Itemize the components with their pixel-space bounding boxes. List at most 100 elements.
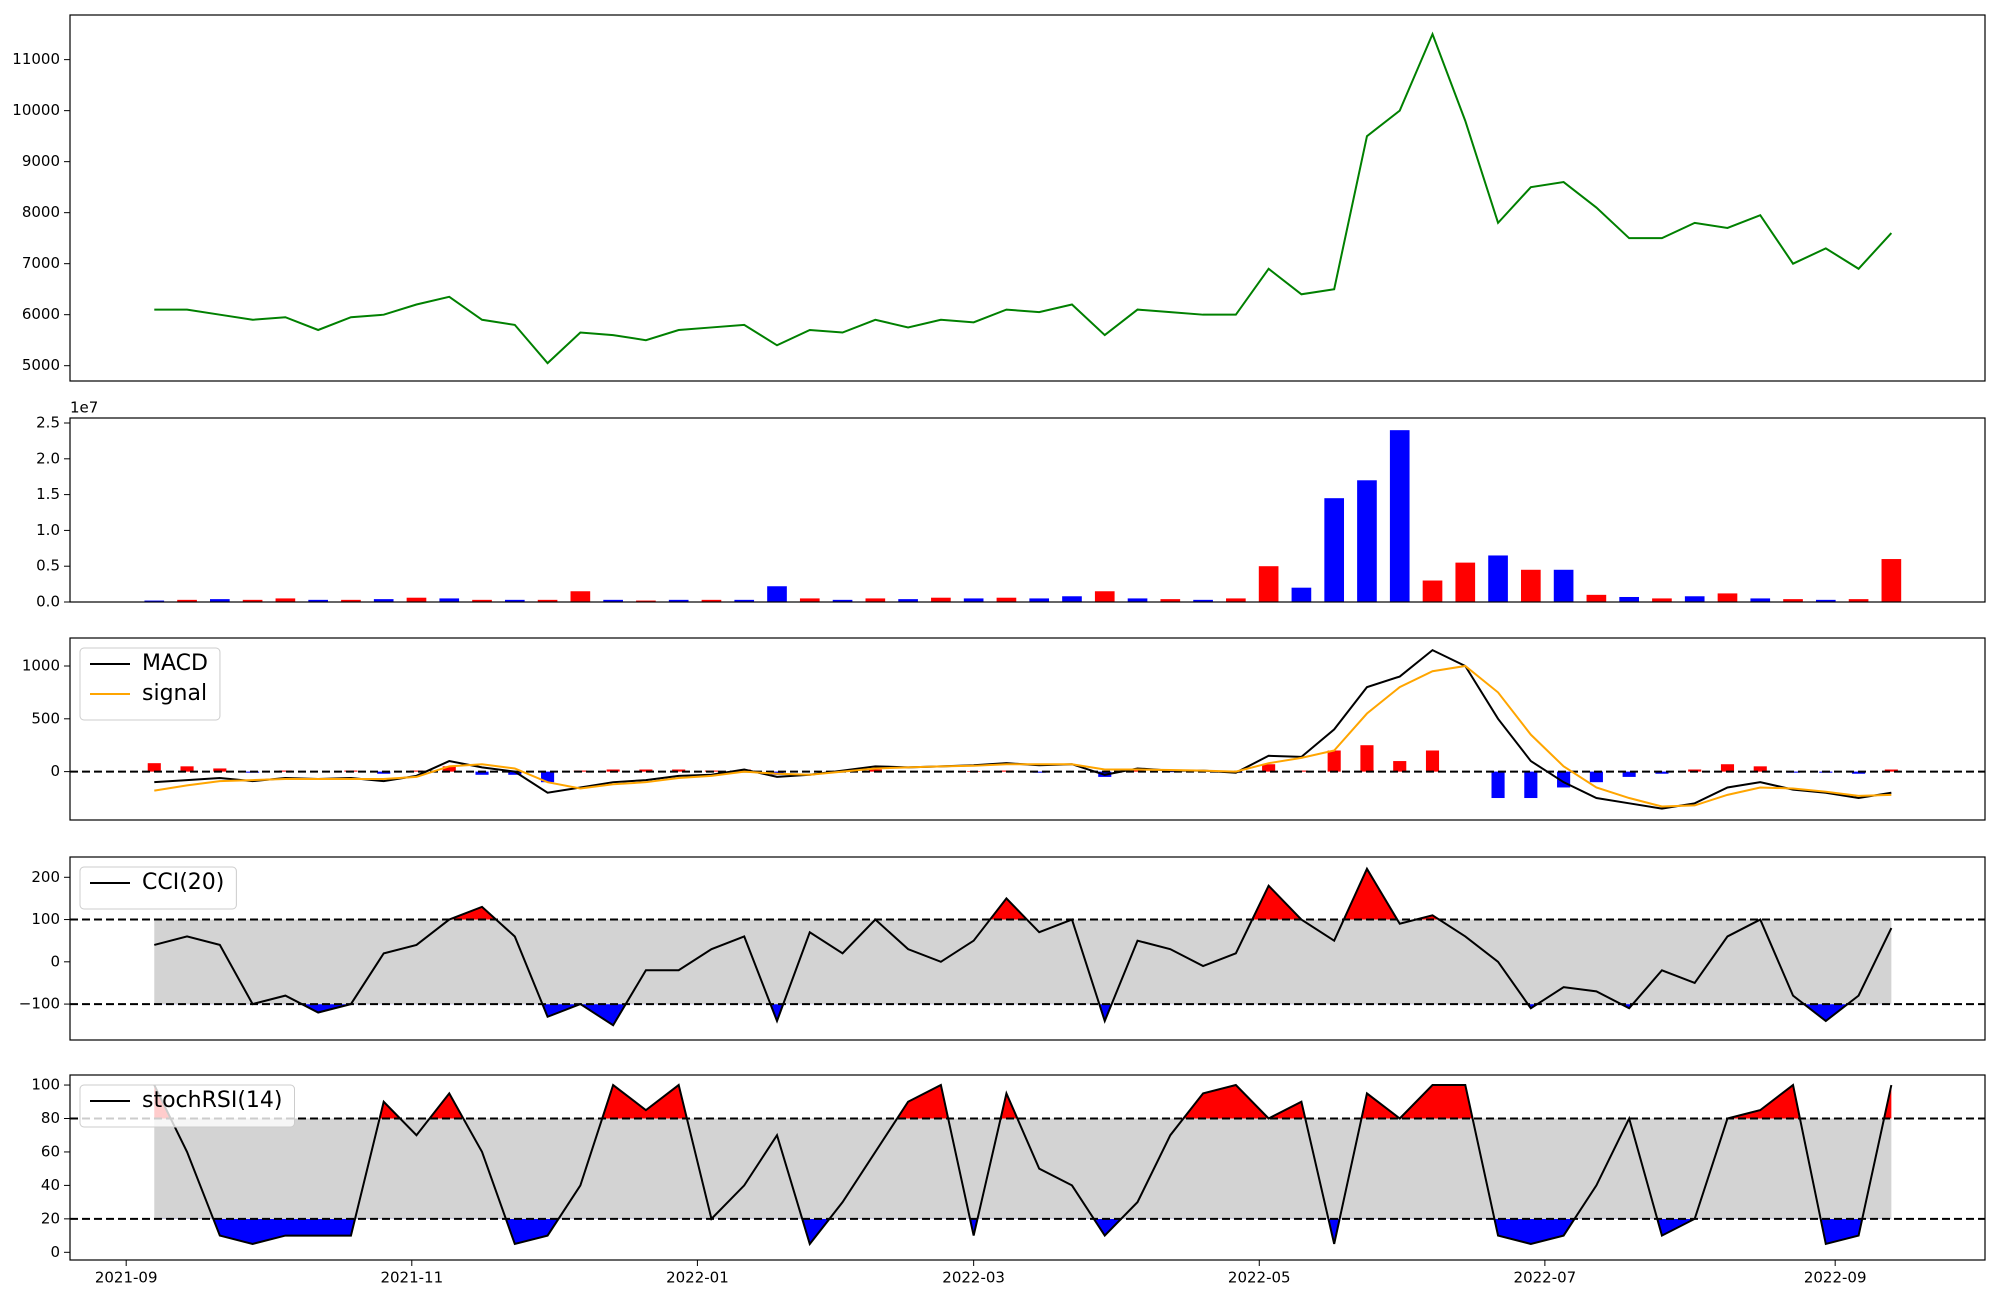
y-tick-label: 60 (41, 1142, 60, 1160)
histogram-bar (1524, 771, 1538, 799)
bar (1717, 593, 1738, 602)
panel: 5000 6000 7000 8000 9000 10000 11000 (12, 14, 1986, 382)
bar (668, 599, 689, 602)
bar (275, 598, 296, 602)
bar (799, 598, 820, 602)
bar (1652, 598, 1672, 602)
y-tick-label: 11000 (12, 50, 60, 68)
histogram-bar (639, 769, 653, 772)
y-tick-label: 1.5 (36, 485, 60, 503)
y-tick-label: 20 (41, 1209, 60, 1227)
bar (1062, 596, 1082, 602)
y-tick-label: 0 (50, 1243, 60, 1261)
histogram-bar (606, 769, 620, 772)
x-tick-label: 2022-05 (1228, 1269, 1291, 1287)
bar (1520, 569, 1541, 602)
histogram-bar (1491, 771, 1505, 799)
bar (1455, 562, 1476, 602)
histogram-bar (1425, 750, 1440, 772)
oversold-fill (154, 1004, 1892, 1026)
bar (1586, 594, 1607, 602)
bar (832, 599, 853, 602)
bar (931, 597, 951, 602)
y-tick-label: 9000 (22, 152, 60, 170)
line (153, 1083, 1893, 1247)
panel: 0 500 1000 MACD signal (22, 637, 1986, 821)
bar (1357, 480, 1377, 602)
bar (308, 599, 328, 602)
histogram-bar (278, 770, 292, 772)
x-tick-label: 2022-03 (942, 1269, 1005, 1287)
bar (1553, 569, 1574, 602)
bar (144, 600, 165, 602)
histogram-bar (475, 771, 489, 775)
bar (963, 598, 984, 602)
histogram-bar (1852, 771, 1866, 774)
histogram-bar (1622, 771, 1636, 777)
histogram-bar (1032, 771, 1046, 773)
legend: CCI(20) (79, 866, 237, 910)
legend: stochRSI(14) (79, 1084, 295, 1128)
oversold-fill (154, 1218, 1892, 1244)
bar (1684, 596, 1705, 602)
histogram-bar (1360, 745, 1374, 772)
band (154, 919, 1892, 1005)
x-tick-label: 2022-09 (1804, 1269, 1867, 1287)
offset-label: 1e7 (70, 399, 98, 417)
axes-frame (69, 637, 1986, 821)
y-tick-label: 80 (41, 1109, 60, 1127)
bar (1750, 598, 1771, 602)
y-tick-label: 7000 (22, 254, 60, 272)
histogram-bar (868, 769, 882, 772)
histogram-bar (737, 769, 751, 772)
bar (636, 600, 656, 602)
histogram-bar (1130, 770, 1145, 772)
y-tick-label: 0 (50, 762, 60, 780)
y-tick-label: 6000 (22, 305, 60, 323)
line (154, 664, 1892, 808)
histogram-bar (508, 771, 522, 775)
panel: 0.0 0.5 1.0 1.5 2.0 2.5 1e7 (36, 399, 1986, 611)
histogram-bar (442, 766, 456, 772)
bar (406, 597, 427, 602)
y-tick-label: 1000 (22, 656, 60, 674)
bar (1193, 599, 1213, 602)
y-tick-label: 500 (31, 709, 60, 727)
x-tick-label: 2021-09 (95, 1269, 158, 1287)
legend-box (79, 647, 221, 721)
bar (1094, 591, 1115, 602)
histogram-bar (1393, 761, 1407, 772)
bar (1488, 555, 1508, 602)
y-tick-label: 1.0 (36, 521, 60, 539)
y-tick-label: 100 (31, 1076, 60, 1094)
bar (1815, 599, 1836, 602)
y-tick-label: 0.5 (36, 557, 60, 575)
bar (1291, 587, 1312, 602)
overbought-fill (154, 1085, 1892, 1119)
legend-box (79, 1084, 295, 1128)
bar (373, 599, 394, 602)
histogram-bar (180, 766, 194, 772)
bar (1258, 566, 1279, 602)
bar (1226, 598, 1246, 602)
bar (701, 599, 722, 602)
bar (209, 599, 230, 602)
y-tick-label: −100 (19, 995, 60, 1013)
y-tick-label: 2.0 (36, 449, 60, 467)
line (154, 866, 1893, 1027)
bar (177, 599, 197, 602)
axes-frame (69, 856, 1986, 1041)
bar (603, 599, 623, 602)
panel: −100 0 100 200 CCI(20) (19, 856, 1986, 1041)
legend-label: signal (142, 681, 207, 706)
y-tick-label: 100 (31, 910, 60, 928)
bar (570, 591, 591, 602)
bar (1324, 498, 1345, 602)
bar (242, 599, 263, 602)
band (154, 1118, 1892, 1219)
histogram-bar (1688, 769, 1702, 772)
y-tick-label: 8000 (22, 203, 60, 221)
bar (1160, 599, 1181, 602)
bar (504, 599, 525, 602)
histogram-bar (1753, 766, 1767, 772)
